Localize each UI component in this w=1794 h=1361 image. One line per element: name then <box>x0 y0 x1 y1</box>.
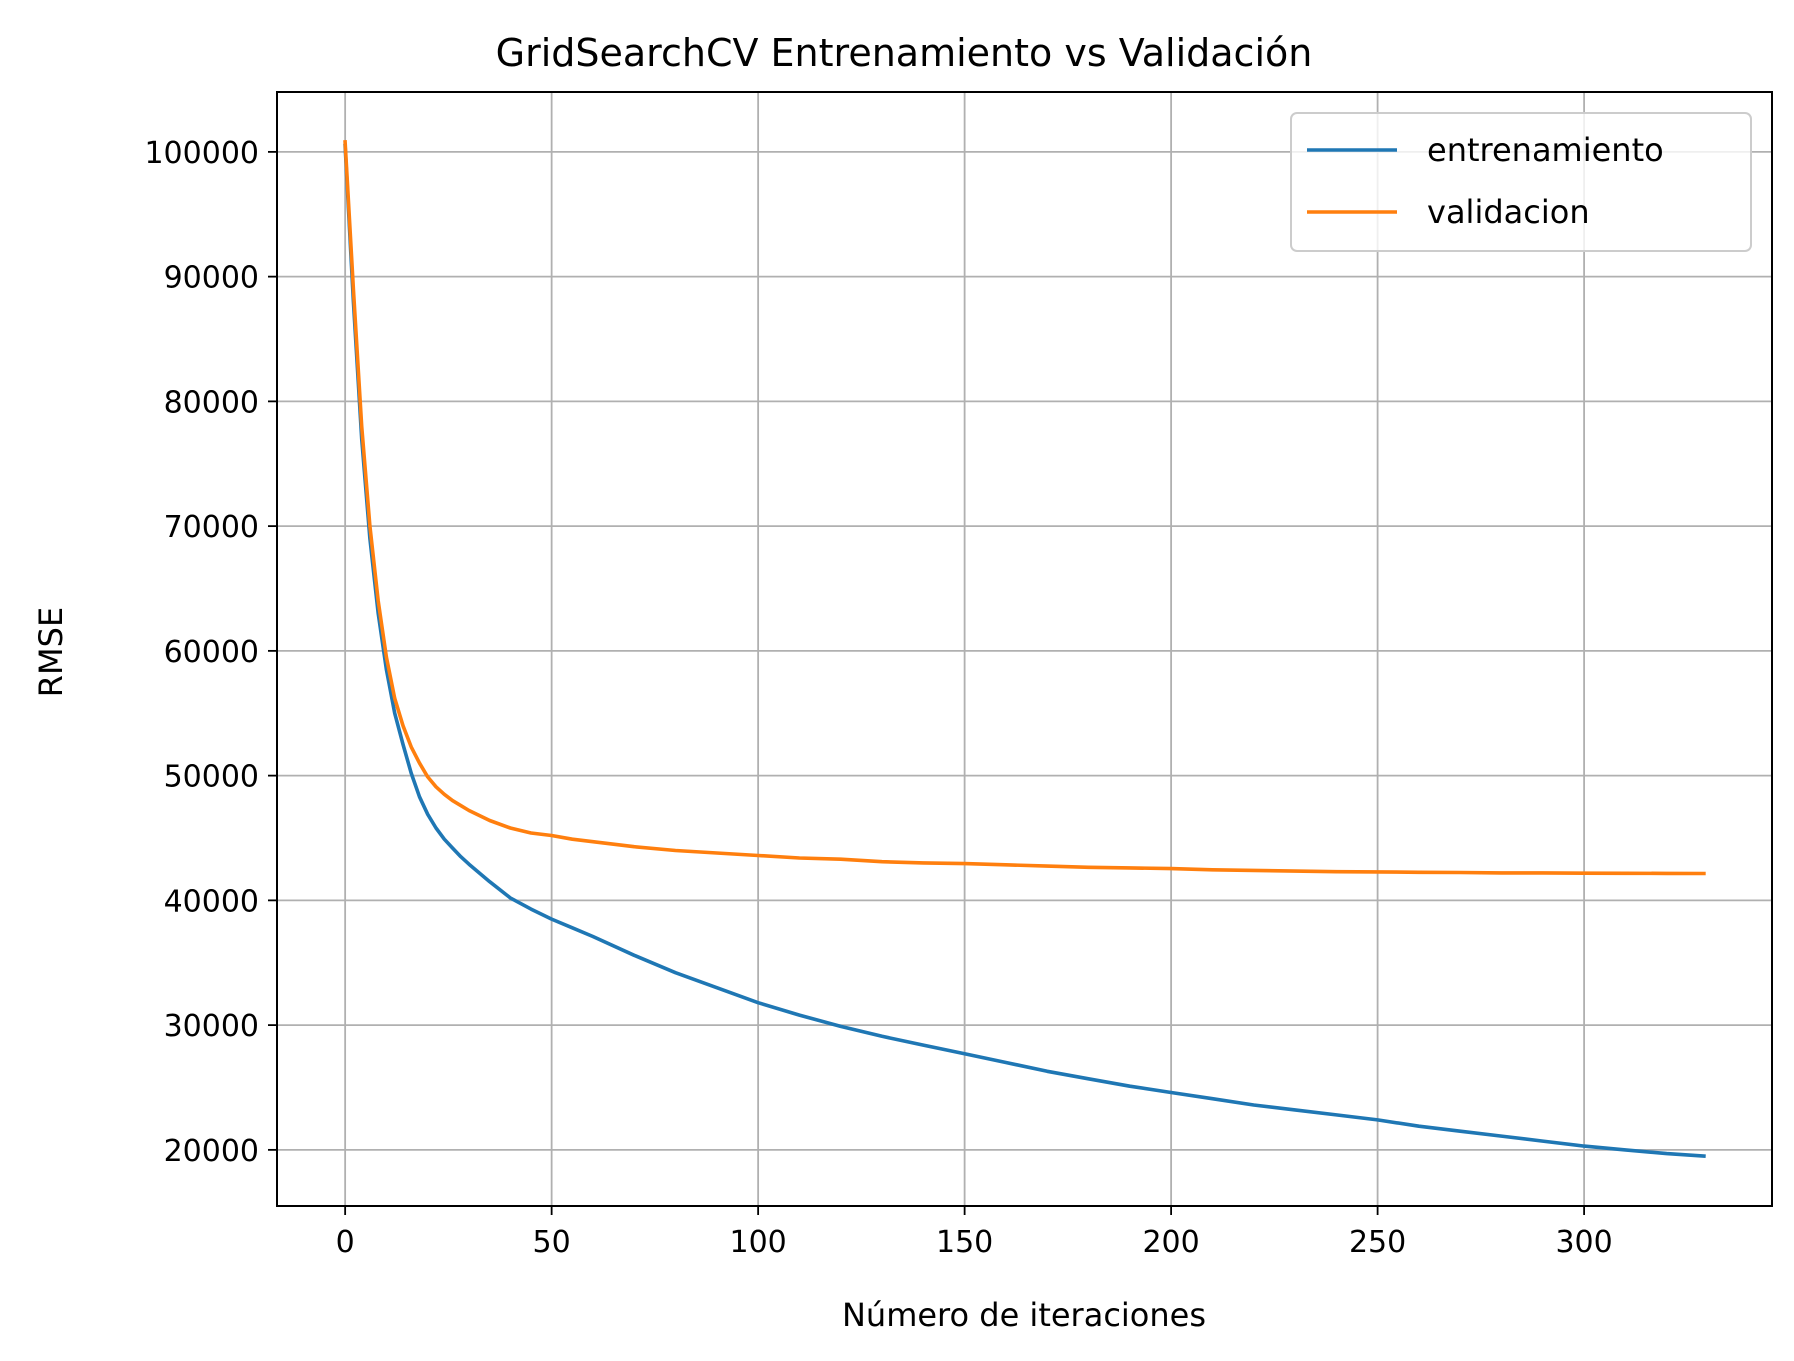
legend-label-validacion: validacion <box>1427 193 1590 231</box>
x-tick-label: 300 <box>1555 1225 1612 1260</box>
y-tick-label: 90000 <box>164 261 259 296</box>
x-axis-ticks: 0 50 100 150 200 250 300 <box>336 1206 1613 1260</box>
grid-lines <box>277 92 1772 1206</box>
y-tick-label: 20000 <box>164 1134 259 1169</box>
legend-box <box>1290 112 1752 252</box>
y-tick-label: 60000 <box>164 635 259 670</box>
y-tick-label: 40000 <box>164 884 259 919</box>
y-tick-label: 80000 <box>164 385 259 420</box>
y-axis-label: RMSE <box>32 607 70 697</box>
legend-label-entrenamiento: entrenamiento <box>1427 131 1664 169</box>
legend: entrenamiento validacion <box>1290 112 1752 252</box>
plot-frame <box>276 91 1773 1207</box>
x-tick-label: 50 <box>533 1225 571 1260</box>
series-line-entrenamiento <box>343 143 1706 1159</box>
y-tick-label: 30000 <box>164 1009 259 1044</box>
chart-title: GridSearchCV Entrenamiento vs Validación <box>496 31 1313 75</box>
series-lines <box>343 140 1706 1159</box>
x-tick-label: 200 <box>1142 1225 1199 1260</box>
x-tick-label: 250 <box>1349 1225 1406 1260</box>
y-tick-label: 50000 <box>164 760 259 795</box>
x-tick-label: 150 <box>936 1225 993 1260</box>
x-tick-label: 100 <box>729 1225 786 1260</box>
x-tick-label: 0 <box>336 1225 355 1260</box>
x-axis-label: Número de iteraciones <box>842 1296 1206 1334</box>
y-tick-label: 100000 <box>144 136 259 171</box>
y-tick-label: 70000 <box>164 510 259 545</box>
y-axis-ticks: 20000 30000 40000 50000 60000 70000 80000 90000… <box>144 136 277 1169</box>
series-line-validacion <box>343 140 1706 876</box>
